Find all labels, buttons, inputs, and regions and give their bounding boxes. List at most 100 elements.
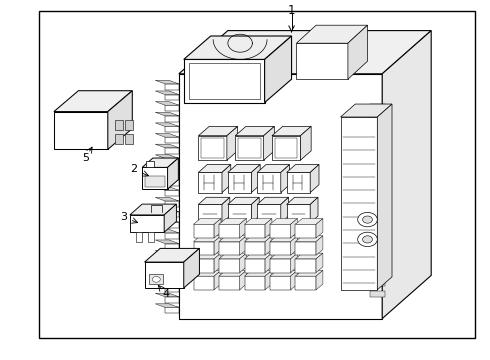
Polygon shape — [155, 283, 179, 286]
Bar — [238, 138, 261, 158]
Polygon shape — [165, 169, 179, 175]
Polygon shape — [165, 84, 179, 90]
Circle shape — [363, 216, 372, 223]
Polygon shape — [235, 136, 264, 160]
Polygon shape — [316, 270, 323, 290]
Polygon shape — [341, 104, 392, 117]
Polygon shape — [165, 275, 179, 282]
Polygon shape — [194, 276, 214, 290]
Polygon shape — [165, 180, 179, 185]
Polygon shape — [370, 138, 385, 143]
Polygon shape — [219, 276, 240, 290]
Polygon shape — [214, 270, 221, 290]
Polygon shape — [270, 219, 297, 224]
Polygon shape — [165, 233, 179, 239]
Polygon shape — [179, 74, 382, 319]
Polygon shape — [310, 165, 319, 193]
Bar — [148, 232, 154, 242]
Polygon shape — [316, 219, 323, 238]
Bar — [39, 11, 475, 338]
Polygon shape — [155, 176, 179, 180]
Polygon shape — [377, 104, 392, 290]
Polygon shape — [222, 165, 231, 193]
Polygon shape — [245, 242, 265, 255]
Polygon shape — [184, 248, 199, 288]
Polygon shape — [257, 165, 290, 172]
Polygon shape — [281, 197, 289, 223]
Polygon shape — [370, 203, 385, 210]
Polygon shape — [370, 291, 385, 297]
Polygon shape — [310, 197, 318, 223]
Polygon shape — [265, 219, 272, 238]
Text: 5: 5 — [82, 153, 89, 163]
Polygon shape — [296, 43, 348, 79]
Polygon shape — [198, 197, 230, 204]
Polygon shape — [165, 95, 179, 100]
Polygon shape — [382, 31, 431, 319]
Polygon shape — [184, 59, 265, 103]
Polygon shape — [240, 219, 246, 238]
Polygon shape — [228, 165, 260, 172]
Polygon shape — [165, 212, 179, 217]
Polygon shape — [165, 190, 179, 196]
Polygon shape — [219, 270, 246, 276]
Polygon shape — [270, 224, 291, 238]
Polygon shape — [370, 116, 385, 121]
Polygon shape — [370, 170, 385, 176]
Polygon shape — [270, 276, 291, 290]
Polygon shape — [194, 224, 214, 238]
Text: 1: 1 — [288, 4, 295, 17]
Polygon shape — [146, 161, 154, 167]
Polygon shape — [370, 214, 385, 220]
Polygon shape — [370, 181, 385, 188]
Polygon shape — [198, 204, 222, 223]
Polygon shape — [265, 253, 272, 273]
Polygon shape — [245, 236, 272, 242]
Polygon shape — [194, 236, 221, 242]
Polygon shape — [295, 236, 323, 242]
Polygon shape — [108, 91, 132, 149]
Polygon shape — [155, 272, 179, 275]
Polygon shape — [287, 172, 310, 193]
Polygon shape — [54, 91, 132, 112]
Polygon shape — [155, 123, 179, 126]
Polygon shape — [245, 219, 272, 224]
Polygon shape — [165, 126, 179, 132]
Polygon shape — [155, 219, 179, 222]
Polygon shape — [198, 136, 227, 160]
Polygon shape — [370, 236, 385, 242]
Polygon shape — [240, 236, 246, 255]
Polygon shape — [291, 253, 297, 273]
Polygon shape — [214, 236, 221, 255]
Polygon shape — [228, 172, 251, 193]
Polygon shape — [219, 224, 240, 238]
Polygon shape — [245, 259, 265, 273]
Polygon shape — [165, 265, 179, 271]
Polygon shape — [264, 126, 274, 160]
Polygon shape — [164, 204, 176, 232]
Bar — [149, 274, 163, 284]
Polygon shape — [370, 192, 385, 198]
Polygon shape — [316, 236, 323, 255]
Polygon shape — [115, 134, 123, 144]
Polygon shape — [370, 159, 385, 166]
Polygon shape — [370, 148, 385, 154]
Text: 4: 4 — [162, 289, 169, 300]
Circle shape — [358, 212, 377, 227]
Bar — [189, 63, 260, 99]
Polygon shape — [245, 224, 265, 238]
Polygon shape — [265, 36, 292, 103]
Polygon shape — [222, 197, 230, 223]
Polygon shape — [291, 270, 297, 290]
Polygon shape — [270, 270, 297, 276]
Polygon shape — [165, 254, 179, 260]
Polygon shape — [168, 158, 178, 189]
Polygon shape — [295, 276, 316, 290]
Polygon shape — [245, 253, 272, 259]
Polygon shape — [240, 270, 246, 290]
Polygon shape — [155, 102, 179, 105]
Polygon shape — [272, 126, 311, 136]
Polygon shape — [165, 307, 179, 313]
Polygon shape — [348, 25, 368, 79]
Polygon shape — [142, 158, 178, 167]
